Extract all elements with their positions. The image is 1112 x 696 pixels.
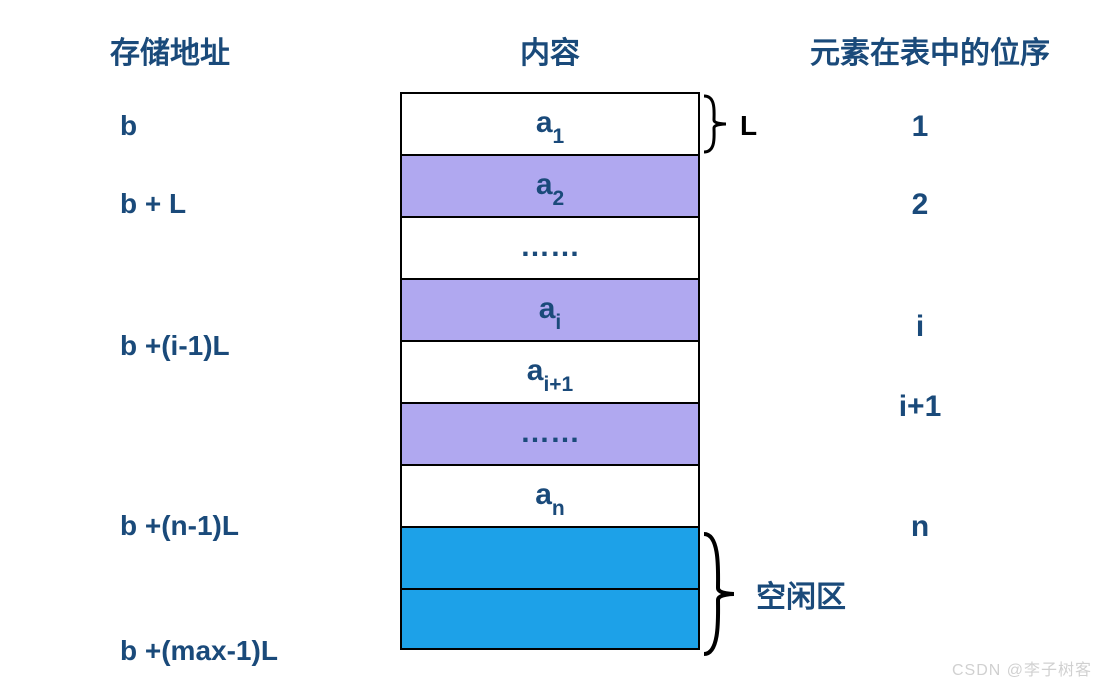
- cell-1: a2: [400, 154, 700, 216]
- cell-5: ……: [400, 402, 700, 464]
- cell-4: ai+1: [400, 340, 700, 402]
- watermark: CSDN @李子树客: [952, 656, 1092, 680]
- address-3: b +(n-1)L: [120, 510, 239, 542]
- cell-2: ……: [400, 216, 700, 278]
- cell-3: ai: [400, 278, 700, 340]
- position-2: i: [870, 310, 970, 344]
- label-free-area: 空闲区: [756, 572, 846, 616]
- cell-column: a1a2……aiai+1……an: [400, 92, 700, 650]
- cell-8: [400, 588, 700, 650]
- cell-0: a1: [400, 92, 700, 154]
- position-1: 2: [870, 188, 970, 222]
- address-1: b + L: [120, 188, 186, 220]
- brace-big: [702, 532, 736, 656]
- position-4: n: [870, 510, 970, 544]
- header-position: 元素在表中的位序: [770, 28, 1090, 72]
- diagram-root: 存储地址 内容 元素在表中的位序 b b + L b +(i-1)L b +(n-1)…: [0, 0, 1112, 696]
- cell-7: [400, 526, 700, 588]
- label-L: L: [740, 110, 757, 142]
- position-3: i+1: [870, 390, 970, 424]
- header-address: 存储地址: [110, 28, 370, 72]
- address-2: b +(i-1)L: [120, 330, 230, 362]
- cell-6: an: [400, 464, 700, 526]
- address-4: b +(max-1)L: [120, 635, 278, 667]
- position-0: 1: [870, 110, 970, 144]
- address-0: b: [120, 110, 137, 142]
- header-content: 内容: [400, 28, 700, 72]
- brace-small: [702, 94, 728, 154]
